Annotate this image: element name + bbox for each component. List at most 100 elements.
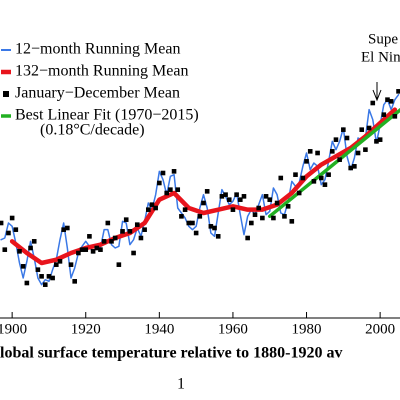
legend-label: 132−month Running Mean <box>15 63 188 80</box>
data-point <box>201 200 206 206</box>
data-point <box>212 225 217 231</box>
data-point <box>392 114 398 119</box>
data-point <box>157 180 162 186</box>
data-point <box>145 207 151 212</box>
data-point <box>381 112 387 117</box>
data-point <box>94 245 100 251</box>
data-point <box>396 89 400 94</box>
data-point <box>388 99 394 104</box>
data-point <box>267 197 273 202</box>
data-point <box>87 234 92 239</box>
data-point <box>68 262 74 267</box>
data-point <box>341 127 346 132</box>
data-point <box>237 197 243 202</box>
data-point <box>116 262 122 267</box>
data-point <box>296 190 302 196</box>
legend: 12−month Running Mean 132−month Running M… <box>1 41 199 124</box>
data-point <box>204 189 210 194</box>
fit-note: (0.18°C/decade) <box>40 122 145 139</box>
data-point <box>374 139 379 144</box>
data-point <box>326 172 331 177</box>
data-point <box>17 249 22 254</box>
data-point <box>90 249 96 254</box>
data-point <box>260 215 265 221</box>
data-point <box>46 274 52 279</box>
data-point <box>193 230 199 236</box>
legend-label: 12−month Running Mean <box>15 41 180 58</box>
data-point <box>168 187 173 192</box>
x-tick-label: 1980 <box>292 321 322 337</box>
page-number: 1 <box>177 376 185 393</box>
data-point <box>333 137 339 142</box>
data-point <box>149 202 155 207</box>
data-point <box>370 100 376 106</box>
data-point <box>42 282 48 287</box>
data-point <box>315 150 320 156</box>
data-point <box>190 220 195 226</box>
data-point <box>241 194 247 199</box>
data-point <box>329 149 335 154</box>
legend-swatch <box>3 91 9 97</box>
data-point <box>230 207 236 212</box>
plot-area <box>0 89 400 287</box>
data-point <box>164 190 169 196</box>
data-point <box>109 239 114 244</box>
data-point <box>186 220 192 226</box>
data-point <box>127 229 133 234</box>
data-point <box>289 219 295 224</box>
x-tick-label: 1900 <box>0 321 27 337</box>
data-point <box>223 192 228 197</box>
data-point <box>348 165 353 171</box>
data-point <box>39 274 44 279</box>
data-point <box>278 175 284 181</box>
data-point <box>293 172 298 177</box>
series-line <box>0 93 400 286</box>
data-point <box>307 149 313 154</box>
series-line <box>9 107 398 266</box>
data-point <box>72 279 78 284</box>
x-tick-label: 2000 <box>365 321 395 337</box>
data-point <box>234 192 239 197</box>
data-point <box>153 205 158 211</box>
data-point <box>9 215 15 221</box>
data-point <box>0 220 4 226</box>
data-point <box>377 137 383 142</box>
data-point <box>2 247 8 252</box>
data-point <box>160 170 166 176</box>
x-tick-label: 1940 <box>144 321 174 337</box>
data-point <box>271 215 276 221</box>
data-point <box>355 150 361 156</box>
data-point <box>20 264 26 269</box>
data-point <box>311 179 317 184</box>
data-point <box>197 214 203 219</box>
data-point <box>215 234 221 239</box>
data-point <box>175 187 181 192</box>
data-point <box>105 220 111 226</box>
data-point <box>76 250 81 256</box>
data-point <box>337 157 342 162</box>
data-point <box>61 227 66 232</box>
data-point <box>363 147 368 152</box>
x-tick-label: 1960 <box>218 321 248 337</box>
data-point <box>50 275 55 281</box>
data-point <box>31 239 37 244</box>
data-point <box>344 135 350 141</box>
data-point <box>366 125 372 131</box>
data-point <box>304 159 309 164</box>
data-point <box>359 127 365 132</box>
data-point <box>142 227 147 232</box>
legend-label: Best Linear Fit (1970−2015) <box>15 107 199 124</box>
data-point <box>83 247 89 252</box>
data-point <box>123 217 129 222</box>
data-point <box>252 212 258 217</box>
data-point <box>131 250 136 256</box>
data-point <box>112 235 118 241</box>
data-point <box>179 214 184 219</box>
data-point <box>318 175 324 181</box>
data-point <box>35 267 41 272</box>
annotation: Supe <box>368 31 398 47</box>
annotation-arrowhead <box>372 89 382 102</box>
data-point <box>208 224 214 229</box>
data-point <box>54 262 59 267</box>
